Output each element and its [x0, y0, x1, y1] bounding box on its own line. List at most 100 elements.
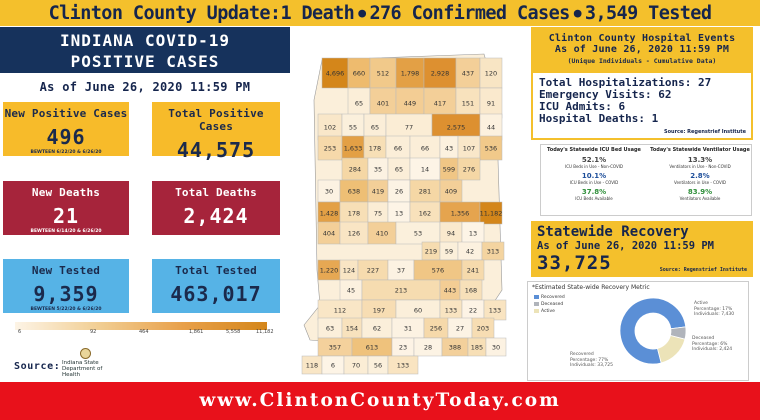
isdh-line-2: Department of Health	[62, 366, 103, 378]
county-label: 133	[445, 307, 457, 315]
county: 151	[455, 87, 481, 119]
legend-tick: 6	[18, 329, 22, 335]
county-label: 241	[467, 267, 479, 275]
county-fill	[317, 135, 343, 161]
county-label: 1,220	[320, 267, 339, 275]
county: 185	[467, 337, 487, 357]
isdh-logo: Indiana State Department of Health	[62, 348, 112, 378]
hospital-as-of: As of June 26, 2020 11:59 PM	[554, 44, 730, 55]
county: 443	[439, 279, 461, 301]
county-label: 23	[399, 344, 407, 352]
card-label: New Tested	[31, 264, 101, 277]
county: 409	[439, 179, 463, 203]
title-line-2: POSITIVE CASES	[70, 52, 220, 71]
county: 26	[387, 179, 411, 203]
county-fill	[387, 355, 419, 375]
county-fill	[423, 57, 457, 89]
county-label: 65	[371, 124, 379, 132]
county-label: 6	[331, 362, 335, 370]
county: 162	[409, 201, 441, 225]
hospital-title: Clinton County Hospital Events	[548, 33, 736, 44]
donut-slice-recovered	[619, 297, 687, 365]
county-label: 75	[374, 210, 382, 218]
county-fill	[431, 113, 481, 141]
county: 124	[339, 259, 359, 281]
ann-line: Deceased	[692, 336, 715, 341]
ann-line: Percentage: 6%	[692, 341, 728, 347]
card-label: Total Deaths	[175, 186, 257, 199]
county: 43	[439, 135, 459, 161]
legend-label: Deceased	[541, 302, 564, 307]
county: 23	[391, 337, 415, 357]
county: 401	[369, 87, 397, 119]
county-label: 162	[419, 210, 431, 218]
legend-swatch	[534, 301, 539, 306]
county: 576	[413, 259, 463, 281]
recovery-donut	[619, 297, 687, 365]
seal-icon	[80, 348, 91, 359]
county: 53	[395, 221, 441, 245]
county-label: 45	[347, 287, 355, 295]
county: 59	[439, 241, 459, 261]
hospital-note: (Unique Individuals - Cumulative Data)	[567, 57, 717, 65]
vent-text: Ventilators Available	[679, 196, 721, 201]
county-label: 410	[376, 230, 388, 238]
county: 65	[387, 157, 411, 181]
legend-item: Deceased	[534, 301, 565, 308]
footer-url[interactable]: www.ClintonCountyToday.com	[0, 382, 760, 420]
county: 437	[455, 57, 481, 89]
county-label: 91	[487, 100, 495, 108]
county: 94	[439, 221, 463, 245]
county: 62	[361, 317, 393, 339]
legend-tick: 1,861	[189, 329, 204, 335]
source-label: Source:	[14, 361, 61, 372]
icu-usage-column: Today's Statewide ICU Bed Usage 52.1% IC…	[541, 147, 647, 201]
county: 357	[317, 337, 353, 357]
active-annotation: Active Percentage: 17% Individuals: 7,43…	[694, 301, 734, 318]
ann-line: Active	[694, 301, 708, 306]
county-label: 2,575	[447, 124, 466, 132]
total-positive-card: Total Positive Cases 44,575	[152, 102, 280, 162]
county: 638	[339, 179, 369, 203]
county-label: 26	[395, 188, 403, 196]
county-label: 31	[404, 325, 412, 333]
legend-swatch	[534, 294, 539, 299]
vent-usage-column: Today's Statewide Ventilator Usage 13.3%…	[647, 147, 753, 201]
county-label: 449	[404, 100, 416, 108]
county-label: 154	[346, 325, 358, 333]
county: 388	[441, 337, 469, 357]
county-label: 53	[414, 230, 422, 238]
emergency-visits: Emergency Visits: 62	[539, 88, 672, 101]
county-label: 1,798	[401, 70, 420, 78]
new-deaths-card: New Deaths 21 BEWTEEN 6/14/20 & 6/26/20	[3, 181, 129, 235]
county-label: 168	[465, 287, 477, 295]
legend-label: Recovered	[541, 295, 565, 300]
banner-title: Clinton County Update:1 Death	[48, 2, 355, 24]
statewide-recovery-panel: Statewide Recovery As of June 26, 2020 1…	[531, 221, 753, 277]
card-sub: BEWTEEN 6/22/20 & 6/26/20	[30, 150, 102, 155]
county-label: 253	[324, 145, 336, 153]
vent-text: Ventilators in Use - Non-COVID	[669, 164, 731, 169]
new-positive-card: New Positive Cases 496 BEWTEEN 6/22/20 &…	[3, 102, 129, 156]
county: 2,575	[431, 113, 481, 141]
county: 35	[367, 157, 389, 181]
county-label: 27	[456, 325, 464, 333]
county-label: 512	[377, 70, 389, 78]
county-label: 313	[487, 248, 499, 256]
county-fill	[385, 135, 411, 161]
recovered-annotation: Recovered Percentage: 77% Individuals: 3…	[570, 352, 613, 369]
county: 404	[317, 221, 341, 245]
county: 14	[409, 157, 441, 181]
county-label: 66	[394, 145, 402, 153]
county-label: 43	[445, 145, 453, 153]
county-fill	[317, 113, 343, 141]
county-label: 1,633	[344, 145, 363, 153]
county: 178	[363, 135, 387, 161]
top-banner: Clinton County Update:1 Death ● 276 Confir…	[0, 0, 760, 26]
county: 613	[351, 337, 393, 357]
county: 70	[343, 355, 369, 375]
county-label: 1,428	[320, 210, 339, 218]
county-label: 133	[489, 307, 501, 315]
county: 1,356	[439, 201, 481, 225]
